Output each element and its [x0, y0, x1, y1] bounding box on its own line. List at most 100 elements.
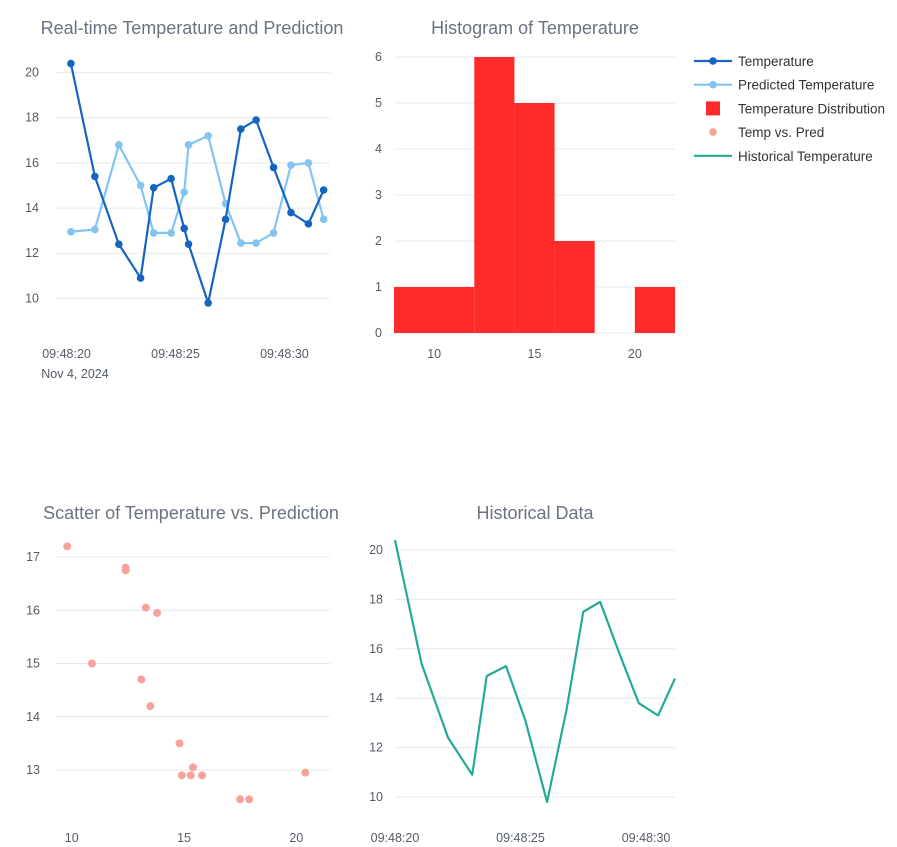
histogram-xtick-label: 10: [427, 347, 441, 361]
temperature-point: [136, 274, 145, 282]
temperature-point: [319, 186, 328, 194]
histogram-ytick-label: 2: [375, 234, 382, 248]
histogram-bar: [394, 287, 475, 333]
predicted-temperature-point: [204, 132, 212, 140]
histogram-xtick-label: 20: [628, 347, 642, 361]
scatter-point: [245, 795, 254, 804]
predicted-temperature-point: [237, 239, 245, 247]
realtime-xtick-label: 09:48:30: [260, 347, 309, 361]
realtime-ytick-label: 16: [25, 156, 39, 170]
historical-xtick-label: 09:48:20: [371, 831, 420, 845]
predicted-temperature-point: [136, 181, 145, 190]
scatter-xtick-label: 10: [65, 831, 79, 845]
temperature-point: [149, 183, 158, 192]
scatter-grid: [56, 556, 330, 771]
legend-item[interactable]: Temperature: [694, 54, 814, 69]
scatter-ytick-label: 17: [26, 550, 40, 564]
scatter-ticks: 13 14 15 16 17 10 15 20: [26, 550, 303, 845]
legend-symbol: [709, 128, 717, 136]
histogram-ytick-label: 1: [375, 280, 382, 294]
temperature-line: [69, 63, 325, 305]
predicted-temperature-point: [304, 159, 313, 167]
temperature-point: [184, 240, 193, 248]
legend[interactable]: Temperature Predicted Temperature Temperat…: [694, 54, 885, 164]
scatter-chart: Scatter of Temperature vs. Prediction 13…: [26, 503, 339, 845]
scatter-point: [197, 771, 206, 780]
predicted-temperature-point: [269, 229, 278, 237]
temperature-point: [180, 224, 188, 233]
predicted-temperature-point: [184, 141, 193, 149]
historical-ytick-label: 12: [369, 741, 383, 755]
temperature-point: [287, 208, 295, 217]
legend-item[interactable]: Historical Temperature: [694, 149, 873, 164]
scatter-point: [186, 771, 195, 780]
histogram-ytick-label: 5: [375, 96, 382, 110]
temperature-point: [167, 174, 175, 183]
predicted-temperature-point: [319, 215, 328, 224]
scatter-point: [141, 603, 150, 612]
scatter-point: [146, 702, 155, 711]
histogram-bar: [554, 241, 595, 333]
temperature-point: [304, 220, 313, 228]
scatter-xtick-label: 20: [289, 831, 303, 845]
scatter-point: [189, 763, 197, 772]
legend-item[interactable]: Predicted Temperature: [694, 78, 874, 93]
legend-item-label: Temp vs. Pred: [738, 125, 824, 140]
realtime-chart: Real-time Temperature and Prediction 10 1…: [25, 18, 343, 381]
historical-series: [393, 539, 677, 804]
historical-chart-title: Historical Data: [476, 503, 594, 523]
historical-ytick-label: 20: [369, 543, 383, 557]
historical-grid: [395, 549, 675, 798]
predicted-temperature-point: [180, 188, 188, 197]
histogram-ticks: 0 1 2 3 4 5 6 10 15 20: [375, 50, 642, 361]
legend-symbol: [706, 101, 720, 116]
predicted-temperature-point: [149, 229, 158, 237]
realtime-date-sublabel: Nov 4, 2024: [41, 367, 108, 381]
scatter-point: [137, 675, 146, 684]
scatter-point: [121, 566, 130, 575]
historical-ytick-label: 10: [369, 790, 383, 804]
scatter-point: [63, 542, 72, 551]
historical-xtick-label: 09:48:25: [496, 831, 545, 845]
realtime-ytick-label: 10: [25, 291, 39, 305]
temperature-point: [115, 240, 123, 248]
realtime-chart-title: Real-time Temperature and Prediction: [41, 18, 344, 38]
predicted-temperature-point: [67, 227, 75, 236]
scatter-point: [153, 608, 162, 617]
scatter-ytick-label: 16: [26, 603, 40, 617]
scatter-chart-title: Scatter of Temperature vs. Prediction: [43, 503, 339, 523]
histogram-bar: [474, 57, 515, 333]
realtime-ytick-label: 14: [25, 201, 39, 215]
legend-item[interactable]: Temp vs. Pred: [709, 125, 824, 140]
temperature-point: [252, 116, 260, 124]
historical-ytick-label: 18: [369, 592, 383, 606]
predicted-temperature-point: [287, 161, 295, 169]
temperature-point: [204, 299, 212, 307]
histogram-xtick-label: 15: [528, 347, 542, 361]
histogram-chart: Histogram of Temperature 0 1 2 3 4 5 6 10 15 20: [375, 18, 675, 361]
histogram-ytick-label: 4: [375, 142, 382, 156]
scatter-point: [301, 768, 310, 777]
histogram-ytick-label: 3: [375, 188, 382, 202]
realtime-xtick-label: 09:48:25: [151, 347, 200, 361]
predicted-temperature-point: [115, 141, 123, 149]
historical-ticks: 10 12 14 16 18 20 09:48:20 09:48:25 09:48:30: [369, 543, 670, 845]
scatter-point: [175, 739, 184, 748]
predicted-temperature-point: [91, 225, 99, 234]
histogram-ytick-label: 6: [375, 50, 382, 64]
histogram-bars: [394, 57, 675, 333]
histogram-bar: [514, 103, 555, 333]
scatter-point: [87, 659, 96, 668]
realtime-ticks: 10 12 14 16 18 20 09:48:20 09:48:25 09:48:30: [25, 66, 309, 361]
historical-temperature-line: [393, 539, 677, 804]
realtime-ytick-label: 18: [25, 111, 39, 125]
predicted-temperature-point: [252, 239, 260, 247]
legend-item-label: Temperature: [738, 54, 814, 69]
temperature-point: [67, 59, 75, 68]
legend-item[interactable]: Temperature Distribution: [706, 101, 885, 116]
scatter-ytick-label: 13: [26, 763, 40, 777]
realtime-ytick-label: 20: [25, 66, 39, 80]
realtime-ytick-label: 12: [25, 246, 39, 260]
histogram-chart-title: Histogram of Temperature: [431, 18, 639, 38]
histogram-bar: [634, 287, 675, 333]
